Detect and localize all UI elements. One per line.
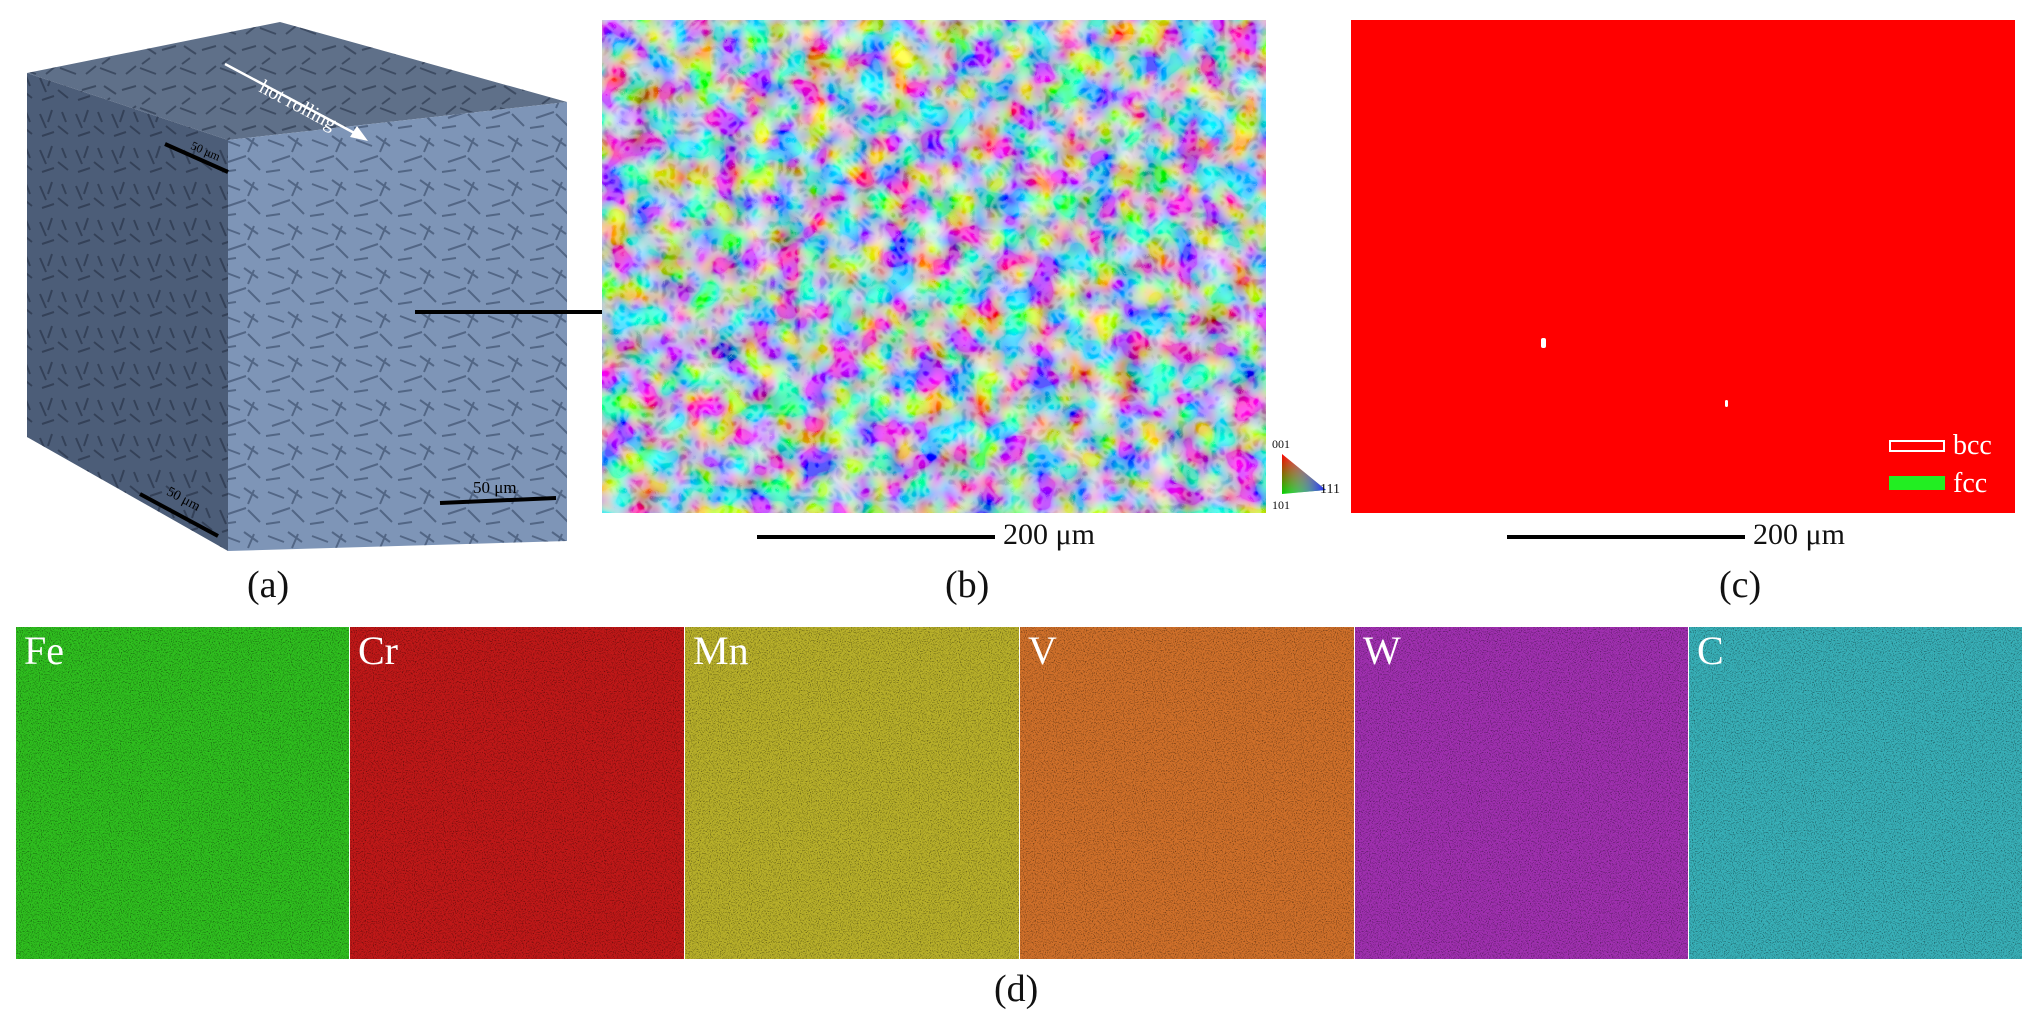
eds-map-c-image xyxy=(1689,627,2022,959)
eds-map-c: C xyxy=(1689,627,2022,959)
ipf-label-001: 001 xyxy=(1272,437,1290,451)
fcc-speck xyxy=(1725,400,1728,407)
panel-b-label: (b) xyxy=(945,564,990,606)
ipf-label-111: 111 xyxy=(1320,482,1340,497)
legend-fcc-label: fcc xyxy=(1953,468,1988,499)
rolling-direction-arrow xyxy=(350,126,368,141)
eds-map-fe-image xyxy=(16,627,349,959)
microstructure-cube xyxy=(27,22,567,551)
map-label-c: C xyxy=(1697,628,1724,673)
eds-map-fe: Fe xyxy=(16,627,349,959)
eds-map-v: V xyxy=(1020,627,1354,959)
scale-label-front: 50 μm xyxy=(473,478,517,497)
scale-bar-c xyxy=(1507,535,1745,539)
panel-a-label: (a) xyxy=(247,564,290,606)
ipf-color-triangle xyxy=(1282,454,1326,494)
eds-map-w-image xyxy=(1355,627,1688,959)
panel-c-label: (c) xyxy=(1719,564,1762,606)
phase-map: bcc fcc xyxy=(1351,20,2015,513)
map-label-fe: Fe xyxy=(24,628,64,673)
ipf-label-101: 101 xyxy=(1272,498,1290,512)
panel-a: hot rolling 50 μm 50 μm 50 μm xyxy=(0,0,580,560)
map-label-v: V xyxy=(1028,628,1057,673)
eds-map-w: W xyxy=(1355,627,1688,959)
eds-map-cr: Cr xyxy=(350,627,684,959)
eds-map-mn-image xyxy=(685,627,1019,959)
map-label-mn: Mn xyxy=(693,628,749,673)
map-label-cr: Cr xyxy=(358,628,398,673)
eds-map-cr-image xyxy=(350,627,684,959)
ebsd-ipf-map xyxy=(602,20,1266,513)
map-label-w: W xyxy=(1363,628,1401,673)
eds-map-v-image xyxy=(1020,627,1354,959)
legend-bcc-label: bcc xyxy=(1953,430,1992,461)
fcc-speck xyxy=(1541,338,1546,348)
legend-fcc-swatch xyxy=(1889,476,1945,490)
scale-bar-b xyxy=(757,535,995,539)
panel-d-label: (d) xyxy=(994,968,1039,1010)
eds-map-mn: Mn xyxy=(685,627,1019,959)
legend-bcc-swatch xyxy=(1889,440,1945,452)
scale-label-c: 200 μm xyxy=(1753,518,1845,551)
scale-label-b: 200 μm xyxy=(1003,518,1095,551)
